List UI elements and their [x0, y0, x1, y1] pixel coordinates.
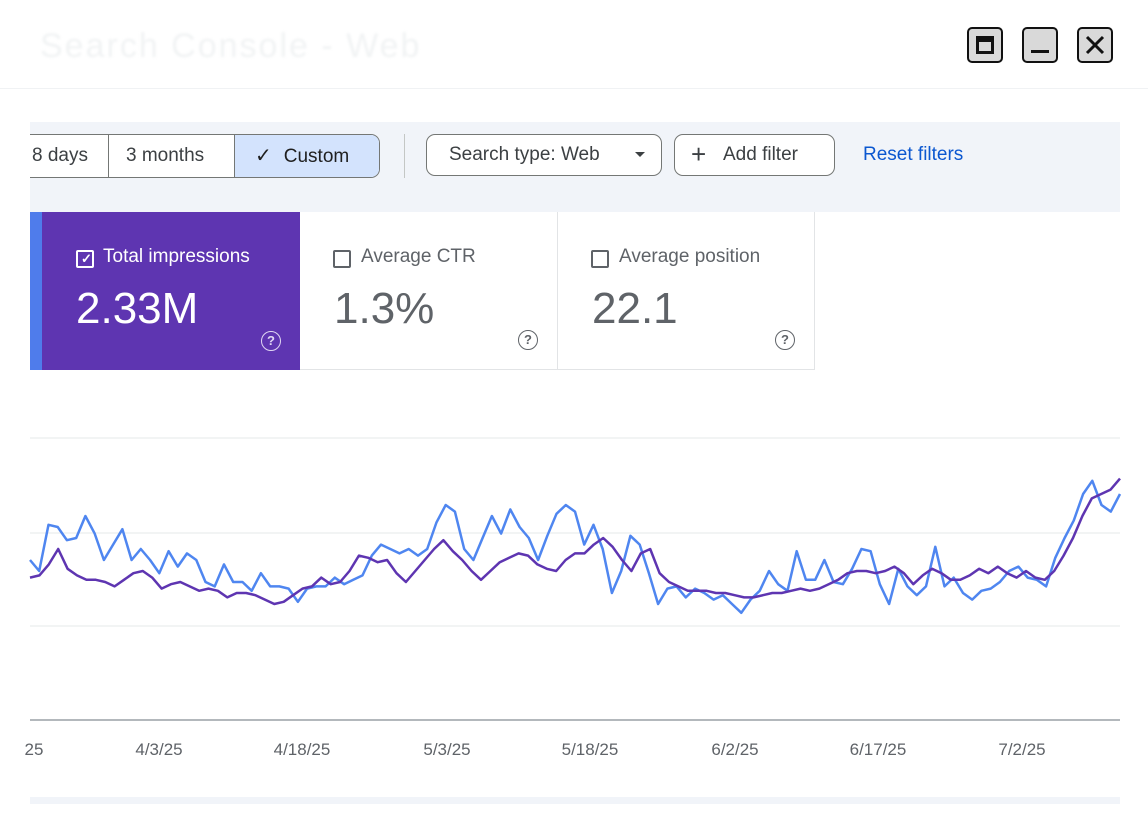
series-impressions-line: [29, 477, 1121, 606]
x-tick-label: 5/3/25: [423, 740, 470, 759]
close-button[interactable]: [1077, 27, 1113, 63]
filter-divider: [404, 134, 405, 178]
x-tick-label: 7/2/25: [998, 740, 1045, 759]
search-type-label: Search type: Web: [449, 144, 600, 165]
minimize-icon: [1031, 49, 1049, 53]
x-tick-label: 6/2/25: [711, 740, 758, 759]
date-range-selector: 8 days 3 months ✓ Custom: [30, 134, 380, 178]
bottom-band: [30, 797, 1120, 804]
x-tick-label: 4/18/25: [274, 740, 331, 759]
metric-label: Average CTR: [361, 246, 476, 267]
metric-card-impressions[interactable]: ✓ Total impressions 2.33M ?: [42, 212, 300, 370]
date-range-custom-label: Custom: [283, 146, 350, 167]
metric-label: Total impressions: [103, 246, 250, 267]
caret-down-icon: [635, 152, 645, 157]
window-title: Search Console - Web: [40, 27, 422, 65]
maximize-icon: [976, 36, 994, 54]
date-range-8-days[interactable]: 8 days: [30, 135, 109, 177]
x-tick-label: 5/18/25: [562, 740, 619, 759]
close-icon: [1085, 35, 1105, 55]
series-ctr-line: [29, 479, 1122, 615]
help-icon[interactable]: ?: [518, 330, 538, 350]
metric-card-position[interactable]: Average position 22.1 ?: [558, 212, 815, 370]
maximize-button[interactable]: [967, 27, 1003, 63]
add-filter-button[interactable]: + Add filter: [674, 134, 835, 176]
reset-filters-link[interactable]: Reset filters: [863, 144, 964, 165]
help-icon[interactable]: ?: [261, 331, 281, 351]
metric-value: 22.1: [592, 284, 678, 333]
x-tick-label: 4/3/25: [135, 740, 182, 759]
chart-svg: 25 4/3/25 4/18/25 5/3/25 5/18/25 6/2/25 6/17/2…: [25, 437, 1122, 759]
help-icon[interactable]: ?: [775, 330, 795, 350]
x-tick-label: 25: [25, 740, 44, 759]
title-divider: [0, 88, 1148, 89]
date-range-3-months[interactable]: 3 months: [109, 135, 235, 177]
add-filter-label: Add filter: [723, 144, 798, 165]
checkbox-unchecked-icon[interactable]: [591, 250, 609, 268]
performance-chart: 25 4/3/25 4/18/25 5/3/25 5/18/25 6/2/25 6/17/2…: [0, 380, 1148, 790]
minimize-button[interactable]: [1022, 27, 1058, 63]
metric-label: Average position: [619, 246, 761, 267]
filter-bar: 8 days 3 months ✓ Custom Search type: Web…: [30, 122, 1120, 212]
metric-card-ctr[interactable]: Average CTR 1.3% ?: [300, 212, 558, 370]
metric-value: 1.3%: [334, 284, 435, 333]
date-range-custom[interactable]: ✓ Custom: [235, 135, 379, 177]
checkbox-checked-icon[interactable]: ✓: [76, 250, 94, 268]
plus-icon: +: [691, 139, 707, 169]
checkbox-unchecked-icon[interactable]: [333, 250, 351, 268]
check-icon: ✓: [255, 145, 272, 167]
search-type-dropdown[interactable]: Search type: Web: [426, 134, 662, 176]
metric-value: 2.33M: [76, 284, 199, 333]
previous-card-edge[interactable]: [30, 212, 42, 370]
x-tick-label: 6/17/25: [850, 740, 907, 759]
